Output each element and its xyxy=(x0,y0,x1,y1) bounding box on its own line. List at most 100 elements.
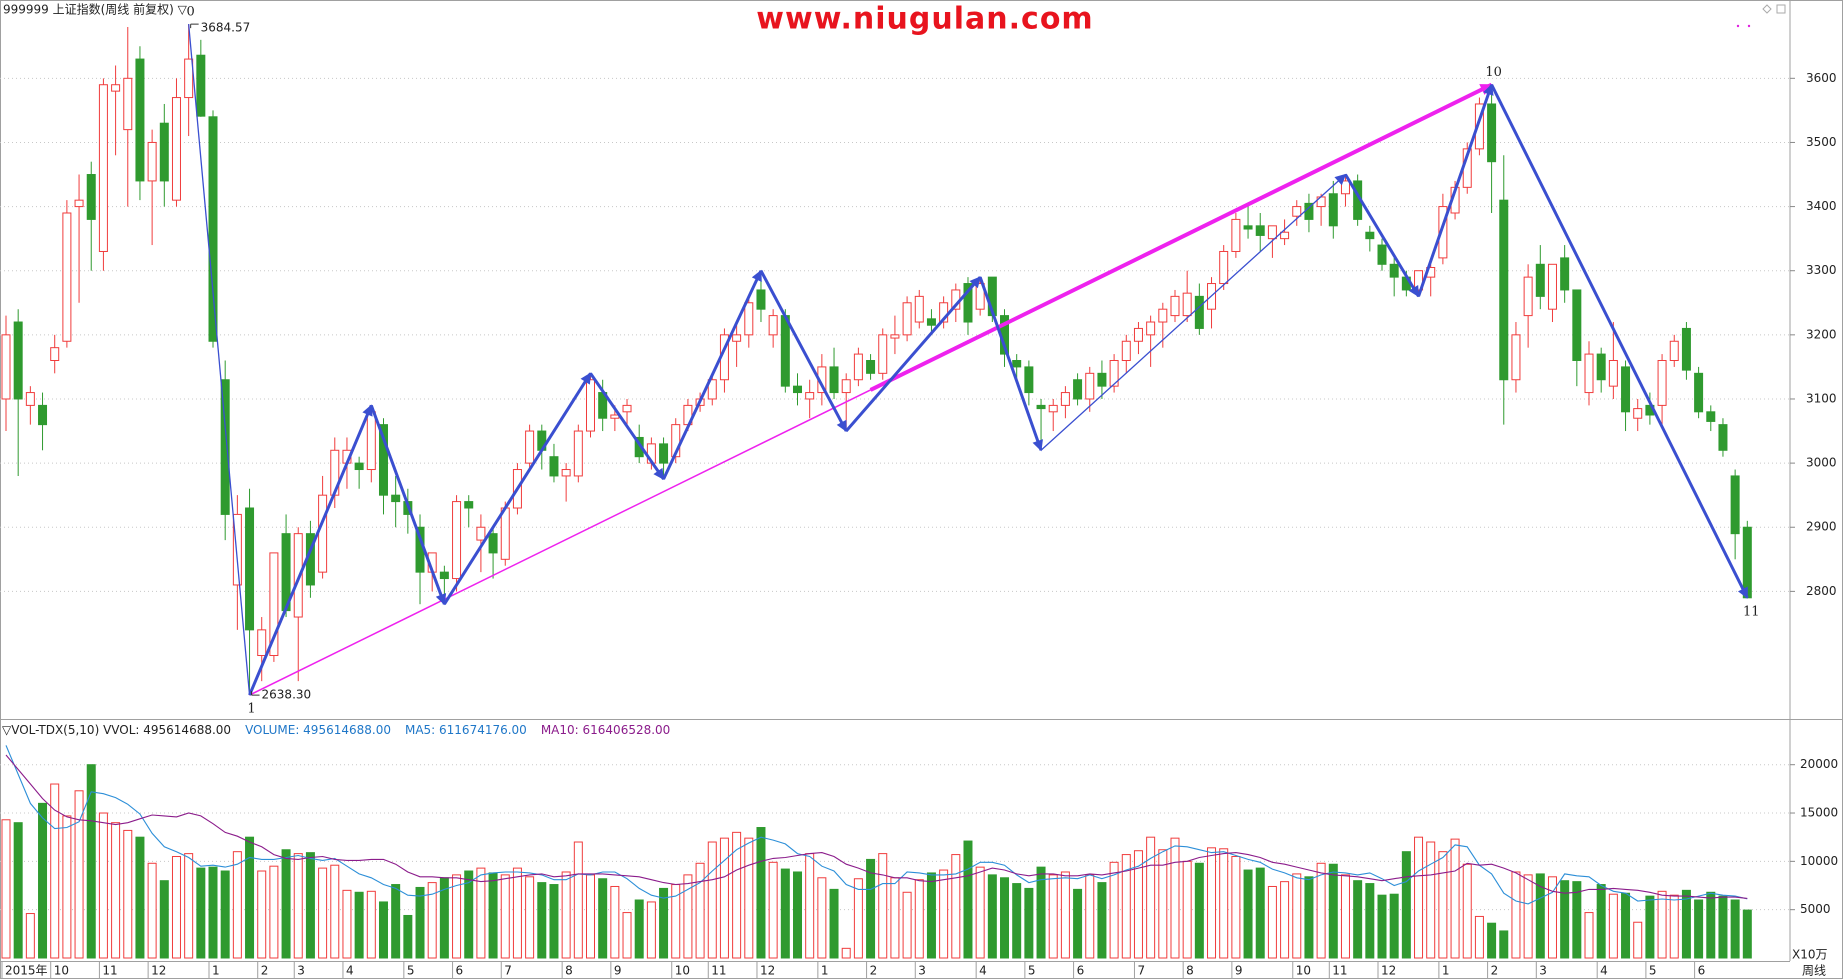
volume-bar xyxy=(634,899,644,959)
y-tick-label: 3500 xyxy=(1806,135,1837,149)
candle-body xyxy=(354,462,364,471)
wave-segment xyxy=(443,372,592,606)
volume-bar xyxy=(1158,849,1168,959)
volume-bar xyxy=(1645,895,1655,959)
x-tick-label: 3 xyxy=(297,964,305,978)
candle-body xyxy=(1377,244,1387,265)
x-tick-label: 2 xyxy=(1491,964,1499,978)
x-tick-label: 11 xyxy=(1332,964,1347,978)
x-tick-label: 11 xyxy=(102,964,117,978)
toolbar-icon[interactable] xyxy=(1762,4,1772,14)
volume-bar xyxy=(707,841,717,959)
candle-body xyxy=(232,513,242,586)
candle-body xyxy=(257,629,267,657)
candle-body xyxy=(1474,103,1484,150)
x-tick-label: 8 xyxy=(1186,964,1194,978)
volume-bar xyxy=(123,829,133,959)
volume-bar xyxy=(1584,912,1594,959)
candle-body xyxy=(208,116,218,342)
candle-body xyxy=(318,494,328,573)
volume-bar xyxy=(1048,874,1058,959)
candle-body xyxy=(853,353,863,381)
candle-body xyxy=(1487,103,1497,163)
candle-body xyxy=(123,77,133,131)
price-pointer xyxy=(190,23,199,29)
volume-bar xyxy=(853,878,863,959)
volume-bar xyxy=(1000,877,1010,959)
candle-body xyxy=(1547,263,1557,310)
volume-bar xyxy=(318,867,328,959)
candle-body xyxy=(476,526,486,541)
y-tick-label: 3600 xyxy=(1806,71,1837,85)
volume-bar xyxy=(817,877,827,959)
x-tick-label: 2 xyxy=(870,964,878,978)
x-tick-label: 9 xyxy=(614,964,622,978)
toolbar-icon[interactable] xyxy=(1776,4,1786,14)
volume-bar xyxy=(1036,866,1046,959)
candle-body xyxy=(1182,292,1192,317)
volume-bar xyxy=(293,853,303,959)
volume-bar xyxy=(1097,882,1107,959)
volume-bar xyxy=(525,876,535,959)
volume-bar xyxy=(939,869,949,959)
y-tick-label: 2900 xyxy=(1806,520,1837,534)
volume-bar xyxy=(1146,836,1156,959)
indicator-dot xyxy=(1747,24,1751,28)
volume-bar xyxy=(366,890,376,959)
candle-body xyxy=(805,392,815,400)
candle-body xyxy=(74,199,84,208)
candle-body xyxy=(1511,334,1521,381)
volume-bar xyxy=(1426,841,1436,959)
volume-legend: ▽VOL-TDX(5,10) VVOL: 495614688.00 VOLUME:… xyxy=(2,723,670,737)
volume-bar xyxy=(208,866,218,959)
volume-bar xyxy=(378,901,388,959)
y-tick-label: 5000 xyxy=(1800,902,1831,916)
volume-bar xyxy=(184,853,194,959)
candle-body xyxy=(111,84,121,92)
volume-unit: X10万 xyxy=(1792,948,1828,962)
volume-bar xyxy=(1194,862,1204,959)
x-tick-label: 12 xyxy=(1381,964,1396,978)
volume-bar xyxy=(1657,890,1667,959)
candle-body xyxy=(1255,225,1265,236)
volume-bar xyxy=(1462,863,1472,959)
wave-segment xyxy=(1344,173,1420,298)
volume-bar xyxy=(890,877,900,959)
candle-body xyxy=(744,302,754,336)
candle-body xyxy=(866,360,876,374)
y-tick-label: 10000 xyxy=(1800,854,1838,868)
volume-bar xyxy=(281,849,291,959)
wave-segment xyxy=(978,276,1043,452)
candle-body xyxy=(378,424,388,496)
volume-bar xyxy=(1621,892,1631,959)
x-tick-label: 10 xyxy=(54,964,69,978)
candle-body xyxy=(1706,411,1716,422)
candle-body xyxy=(561,469,571,477)
volume-bar xyxy=(464,870,474,959)
candle-body xyxy=(1048,404,1058,413)
volume-bar xyxy=(86,764,96,959)
volume-bar xyxy=(1535,873,1545,959)
wave-segment xyxy=(1417,83,1494,297)
volume-bar xyxy=(1560,880,1570,959)
candle-body xyxy=(1073,379,1083,400)
price-label: 2638.30 xyxy=(262,688,312,702)
candle-body xyxy=(135,58,145,182)
volume-bar xyxy=(427,882,437,959)
candle-body xyxy=(220,379,230,515)
candle-body xyxy=(25,392,35,406)
candle-body xyxy=(1121,340,1131,361)
volume-bar xyxy=(878,853,888,959)
volume-bar xyxy=(1730,899,1740,959)
x-tick-label: 5 xyxy=(407,964,415,978)
volume-bar xyxy=(1292,873,1302,959)
volume-bar xyxy=(1024,887,1034,959)
candle-body xyxy=(1,334,11,400)
volume-bar xyxy=(598,878,608,959)
volume-bar xyxy=(1474,915,1484,959)
candle-body xyxy=(841,379,851,394)
candle-body xyxy=(1194,295,1204,329)
volume-bar xyxy=(1182,860,1192,959)
candle-body xyxy=(1742,526,1752,599)
